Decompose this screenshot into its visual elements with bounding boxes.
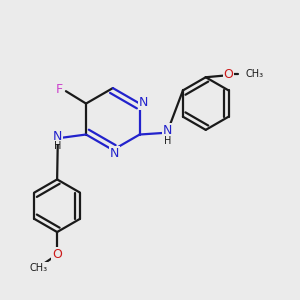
Text: F: F (56, 83, 63, 96)
Text: N: N (139, 96, 148, 109)
Text: O: O (224, 68, 233, 81)
Text: N: N (110, 147, 119, 160)
Text: O: O (52, 248, 62, 261)
Text: H: H (164, 136, 172, 146)
Text: H: H (54, 141, 61, 151)
Text: CH₃: CH₃ (29, 263, 48, 273)
Text: N: N (163, 124, 172, 137)
Text: CH₃: CH₃ (246, 70, 264, 80)
Text: N: N (53, 130, 62, 143)
